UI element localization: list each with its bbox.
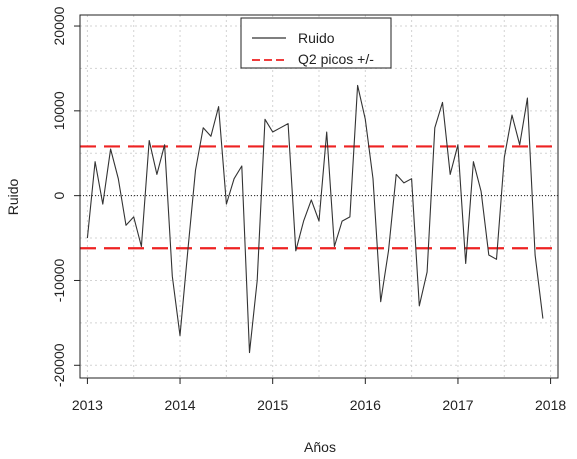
x-tick-label: 2016	[350, 397, 381, 413]
x-tick-label: 2014	[164, 397, 195, 413]
series	[80, 84, 558, 354]
x-axis-title: Años	[304, 439, 336, 455]
y-tick-label: 10000	[51, 91, 67, 130]
legend-label-q2: Q2 picos +/-	[298, 51, 374, 67]
x-tick-label: 2018	[535, 397, 566, 413]
y-tick-label: -10000	[51, 258, 67, 302]
series-line-ruido	[86, 84, 544, 354]
x-tick-label: 2015	[257, 397, 288, 413]
y-tick-label: 20000	[51, 6, 67, 45]
x-axis: 2013 2014 2015 2016 2017 2018	[72, 378, 566, 413]
y-tick-label: -20000	[51, 343, 67, 387]
plot-frame	[79, 14, 559, 379]
x-tick-label: 2017	[442, 397, 473, 413]
legend: Ruido Q2 picos +/-	[240, 17, 392, 69]
grid	[80, 15, 558, 378]
y-tick-label: 0	[51, 192, 67, 200]
legend-label-ruido: Ruido	[298, 30, 335, 46]
x-tick-label: 2013	[72, 397, 103, 413]
y-axis-title: Ruido	[5, 179, 21, 216]
y-axis: -20000 -10000 0 10000 20000	[51, 6, 80, 387]
